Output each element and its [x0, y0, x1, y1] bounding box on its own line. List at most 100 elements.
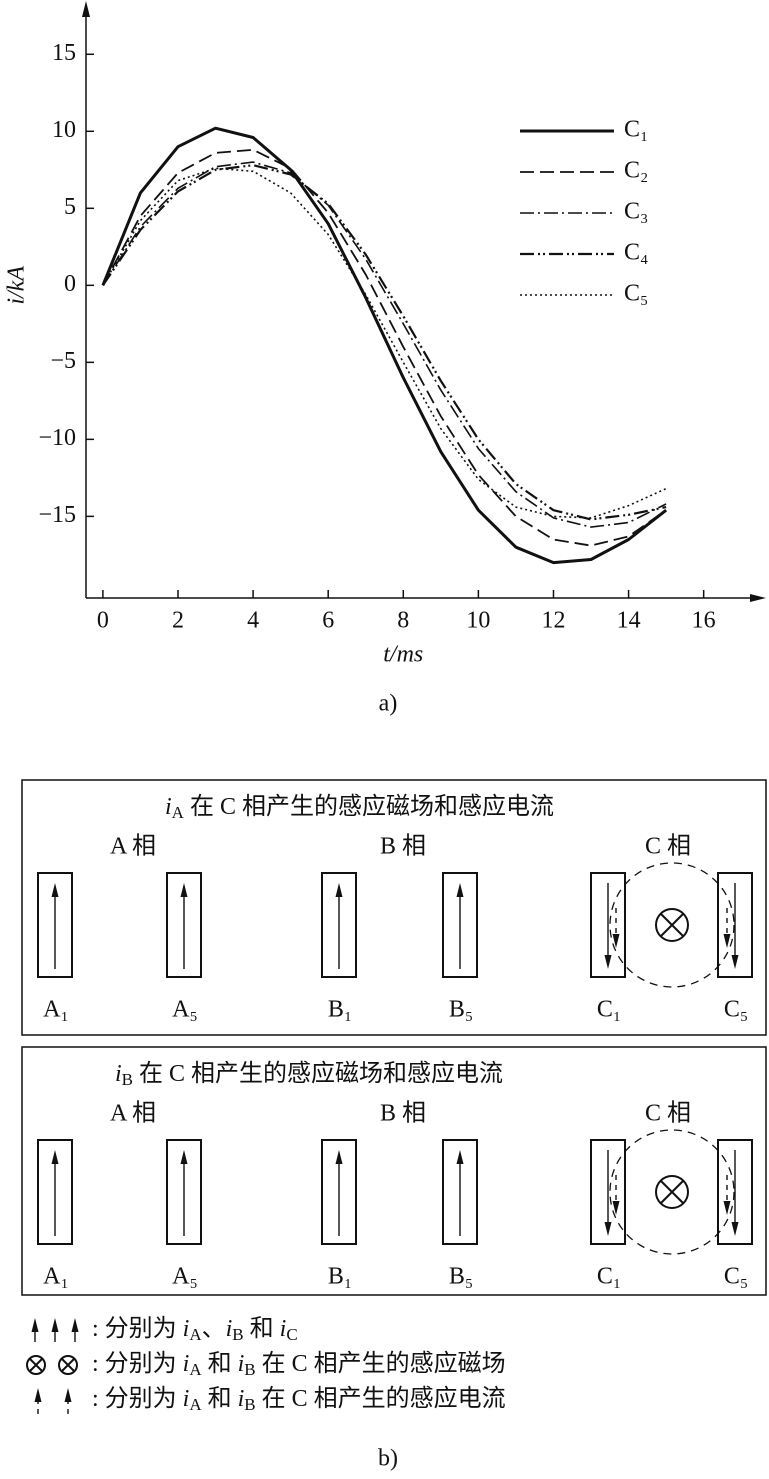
x-tick-label: 8: [397, 608, 409, 634]
series-line: [102, 161, 667, 528]
conductor: [442, 872, 478, 978]
title-text: 在 C 相产生的感应磁场和感应电流: [184, 793, 554, 820]
axis-arrow: [82, 1, 90, 17]
legend-label: C₃: [624, 199, 648, 225]
conductor: [166, 872, 202, 978]
note-part: C: [286, 1325, 297, 1344]
caption: a): [379, 691, 398, 717]
note-part: i: [238, 1386, 245, 1412]
arrow-head: [731, 955, 739, 969]
arrow-head: [64, 1388, 72, 1402]
phase-label: C 相: [645, 1100, 691, 1127]
x-axis-label: t/ms: [383, 642, 423, 668]
arrow-head: [51, 1150, 59, 1164]
note-part: i: [226, 1316, 233, 1342]
conductor-label: C₁: [597, 997, 621, 1023]
note-part: B: [232, 1325, 243, 1344]
title-variable: i: [115, 1061, 122, 1087]
arrow-head: [335, 883, 343, 897]
arrow-head: [731, 1222, 739, 1236]
arrow-head: [31, 1318, 39, 1332]
axis-arrow: [750, 594, 766, 602]
note-part: B: [244, 1360, 255, 1379]
x-tick-label: 16: [692, 608, 716, 634]
x-tick-label: 6: [322, 608, 334, 634]
legend-label: C₁: [624, 117, 648, 143]
conductor-label: C₅: [724, 997, 748, 1023]
conductor: [442, 1139, 478, 1245]
note-part: A: [189, 1325, 202, 1344]
arrow-head: [180, 1150, 188, 1164]
conductor-label: C₅: [724, 1264, 748, 1290]
note-part: 在 C 相产生的感应电流: [256, 1385, 506, 1412]
arrow-head: [723, 934, 731, 948]
arrow-head: [51, 883, 59, 897]
arrow-head: [180, 883, 188, 897]
field-symbol: [655, 908, 689, 942]
arrow-head: [456, 1150, 464, 1164]
arrow-head: [723, 1201, 731, 1215]
conductor-label: B₁: [328, 1264, 352, 1290]
field-symbol: [660, 913, 684, 937]
series-line: [102, 148, 667, 547]
series-line: [101, 164, 667, 521]
legend-note: : 分别为 iA 和 iB 在 C 相产生的感应电流: [92, 1385, 506, 1414]
conductor-label: B₅: [449, 1264, 473, 1290]
y-tick-label: 0: [64, 271, 76, 297]
note-part: : 分别为: [92, 1385, 183, 1412]
field-symbol: [29, 1358, 43, 1372]
phase-label: B 相: [380, 1100, 426, 1127]
conductor: [321, 872, 357, 978]
arrow-head: [604, 955, 612, 969]
y-tick-label: −5: [50, 348, 76, 374]
note-part: A: [189, 1395, 202, 1414]
panel-title: iA 在 C 相产生的感应磁场和感应电流: [165, 793, 554, 822]
panel: iB 在 C 相产生的感应磁场和感应电流 A 相 B 相 C 相 A₁ A₅ B₁ B₅ C₁ C…: [37, 1060, 753, 1290]
arrow-head: [71, 1318, 79, 1332]
conductor-label: B₅: [449, 997, 473, 1023]
conductor-label: A₁: [43, 1264, 69, 1290]
note-part: i: [280, 1316, 287, 1342]
phase-label: A 相: [110, 1100, 156, 1127]
conductor-label: A₁: [43, 997, 69, 1023]
field-symbol: [61, 1358, 75, 1372]
phase-label: B 相: [380, 833, 426, 860]
conductor: [590, 1139, 626, 1245]
note-part: i: [183, 1386, 190, 1412]
y-axis-label: i/kA: [4, 266, 30, 305]
note-part: 在 C 相产生的感应磁场: [256, 1350, 506, 1377]
x-tick-label: 10: [466, 608, 490, 634]
conductor: [590, 872, 626, 978]
conductor-label: B₁: [328, 997, 352, 1023]
legend-note: : 分别为 iA 和 iB 在 C 相产生的感应磁场: [92, 1350, 506, 1379]
legend-label: C₅: [624, 281, 648, 307]
legend-note: : 分别为 iA、iB 和 iC: [92, 1315, 298, 1344]
x-tick-label: 12: [541, 608, 565, 634]
y-tick-label: 10: [52, 117, 76, 143]
panel-title: iB 在 C 相产生的感应磁场和感应电流: [115, 1060, 503, 1089]
note-part: B: [244, 1395, 255, 1414]
series-line: [101, 126, 668, 565]
arrow-head: [604, 1222, 612, 1236]
conductor: [37, 872, 73, 978]
conductor: [717, 872, 753, 978]
note-part: i: [183, 1316, 190, 1342]
conductor-label: A₅: [172, 1264, 198, 1290]
note-part: 和: [202, 1385, 238, 1412]
arrow-head: [456, 883, 464, 897]
y-tick-label: 15: [52, 40, 76, 66]
title-subscript: B: [122, 1070, 133, 1089]
x-tick-label: 2: [172, 608, 184, 634]
note-part: i: [183, 1351, 190, 1377]
arrow-head: [34, 1388, 42, 1402]
x-tick-label: 4: [247, 608, 259, 634]
note-part: : 分别为: [92, 1315, 183, 1342]
y-tick-label: −10: [38, 425, 76, 451]
series-line: [102, 167, 667, 519]
conductor: [37, 1139, 73, 1245]
note-part: 和: [244, 1315, 280, 1342]
title-variable: i: [165, 794, 172, 820]
induced-field: [609, 1129, 735, 1255]
y-tick-label: −15: [38, 502, 76, 528]
